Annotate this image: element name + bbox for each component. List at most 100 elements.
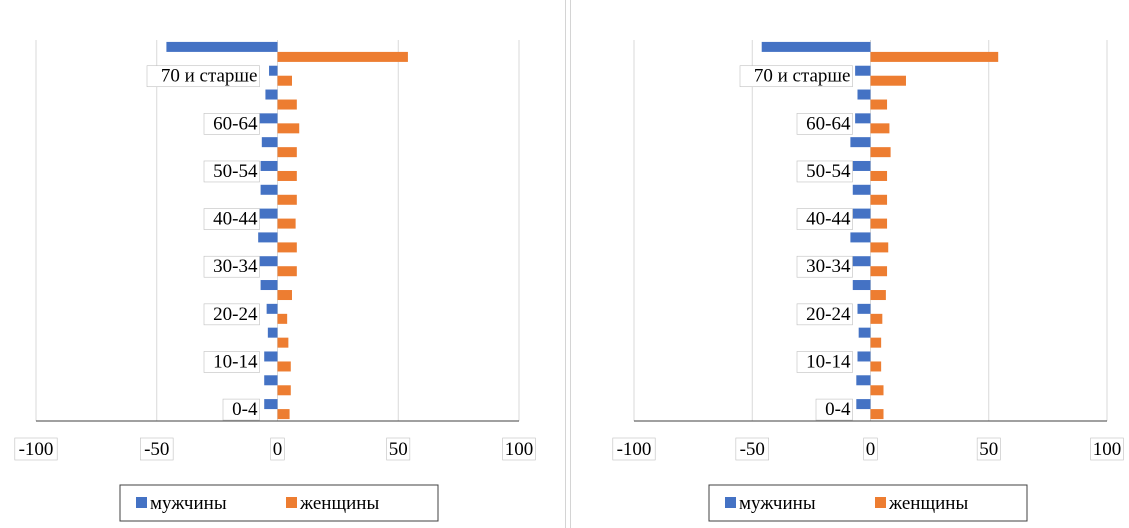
chart-1-category-label-box-0 — [815, 398, 853, 421]
chart-1-x-tick-label-2: 0 — [866, 439, 876, 460]
chart-1-category-label-4: 20-24 — [796, 303, 853, 326]
chart-1-bar-male-0 — [856, 399, 871, 410]
chart-0-category-label-0: 0-4 — [222, 398, 260, 421]
chart-0-x-tick-box-3 — [386, 437, 411, 461]
chart-1-category-label-box-10 — [796, 160, 853, 183]
chart-0-category-label-text-0: 0-4 — [232, 399, 258, 420]
chart-0-x-tick-label-1: -50 — [144, 439, 169, 460]
chart-1-legend-swatch-1 — [875, 497, 886, 508]
chart-1-bar-female-9 — [870, 194, 888, 205]
chart-0-bar-male-4 — [266, 303, 278, 314]
chart-1-category-label-text-8: 40-44 — [806, 209, 851, 230]
chart-0-bar-female-15 — [277, 51, 408, 62]
chart-1-legend: мужчины женщины — [708, 484, 1028, 522]
chart-left: 0-4 10-14 20-24 30-34 40-44 50-54 60-64 70 и ст… — [14, 40, 536, 522]
chart-0-x-tick-label-4: 100 — [505, 439, 534, 460]
chart-0-bar-female-8 — [277, 218, 296, 229]
chart-1-legend-label-1: женщины — [888, 493, 968, 514]
chart-1-x-tick-box-0 — [612, 437, 656, 461]
chart-0-bar-female-0 — [277, 409, 290, 420]
chart-0-category-label-box-10 — [203, 160, 260, 183]
chart-0-x-tick-label-2: 0 — [273, 439, 283, 460]
chart-1-category-label-6: 30-34 — [796, 255, 853, 278]
chart-1-bar-male-8 — [852, 208, 871, 219]
chart-0-bar-male-5 — [260, 280, 278, 291]
chart-1-x-tick-3: 50 — [976, 437, 1001, 461]
chart-1-bar-female-2 — [870, 361, 882, 372]
chart-1-x-tick-4: 100 — [1090, 437, 1124, 461]
chart-1-x-tick-box-1 — [735, 437, 769, 461]
chart-0-x-tick-box-1 — [140, 437, 174, 461]
chart-1-bar-female-15 — [870, 51, 999, 62]
chart-1-bar-female-14 — [870, 75, 906, 86]
chart-1-bar-female-5 — [870, 290, 886, 301]
chart-0-category-label-14: 70 и старше — [146, 65, 260, 88]
chart-0-bar-male-1 — [264, 375, 278, 386]
chart-1-bar-female-7 — [870, 242, 889, 253]
chart-1-x-tick-label-4: 100 — [1093, 439, 1122, 460]
chart-0-x-tick-label-3: 50 — [389, 439, 408, 460]
chart-1-x-tick-label-3: 50 — [979, 439, 998, 460]
chart-1-category-label-text-4: 20-24 — [806, 304, 851, 325]
chart-0-bar-female-5 — [277, 290, 292, 301]
chart-0-x-tick-1: -50 — [140, 437, 174, 461]
chart-0-x-tick-box-2 — [270, 437, 285, 461]
chart-1-category-label-box-8 — [796, 208, 853, 230]
chart-0-bar-male-6 — [256, 256, 278, 267]
chart-0-legend-label-1: женщины — [299, 493, 379, 514]
chart-0-category-label-4: 20-24 — [203, 303, 260, 326]
chart-0-category-label-box-4 — [203, 303, 260, 326]
chart-1-bar-female-13 — [870, 99, 888, 110]
chart-1-bar-male-3 — [858, 327, 871, 338]
chart-0-bar-male-10 — [260, 160, 278, 171]
chart-0-bar-male-9 — [260, 184, 278, 195]
chart-0-bar-male-14 — [269, 65, 278, 76]
chart-0-bar-male-8 — [259, 208, 278, 219]
chart-0-category-label-text-2: 10-14 — [213, 351, 258, 372]
chart-1-bar-female-4 — [870, 313, 883, 324]
chart-1-bar-male-14 — [855, 65, 871, 76]
chart-0-x-tick-2: 0 — [270, 437, 285, 461]
chart-1-category-label-box-12 — [796, 113, 853, 135]
chart-1-bar-male-13 — [857, 89, 871, 100]
chart-1-bar-male-6 — [850, 256, 871, 267]
chart-0-category-label-text-6: 30-34 — [213, 256, 258, 277]
chart-0-legend-swatch-1 — [286, 497, 297, 508]
chart-1-category-label-text-10: 50-54 — [806, 161, 851, 182]
chart-1-category-label-text-12: 60-64 — [806, 113, 851, 134]
chart-1-bar-female-6 — [870, 266, 888, 277]
chart-1-category-label-12: 60-64 — [796, 113, 853, 135]
chart-0-x-tick-box-0 — [14, 437, 58, 461]
chart-0-x-tick-label-0: -100 — [19, 439, 54, 460]
chart-1-category-label-box-6 — [796, 255, 853, 278]
chart-0-bar-male-7 — [258, 232, 278, 243]
chart-0-category-label-text-10: 50-54 — [213, 161, 258, 182]
chart-0-bar-female-3 — [277, 337, 289, 348]
chart-1-bar-female-3 — [870, 337, 882, 348]
chart-1-category-label-0: 0-4 — [815, 398, 853, 421]
chart-0-bar-male-2 — [264, 351, 278, 362]
chart-1-legend-swatch-0 — [725, 497, 736, 508]
chart-0-bar-female-12 — [277, 123, 300, 134]
chart-1-bar-male-5 — [852, 280, 871, 291]
chart-0-category-label-12: 60-64 — [203, 113, 260, 135]
chart-0-bar-female-13 — [277, 99, 297, 110]
chart-0-category-label-10: 50-54 — [203, 160, 260, 183]
chart-0-bar-male-12 — [259, 113, 278, 124]
chart-1-bar-male-7 — [850, 232, 871, 243]
chart-1-bar-male-9 — [852, 184, 871, 195]
chart-1-x-tick-box-2 — [863, 437, 878, 461]
chart-0-bar-male-13 — [265, 89, 278, 100]
chart-1-bar-male-12 — [855, 113, 871, 124]
chart-1-category-label-8: 40-44 — [796, 208, 853, 230]
chart-0-bar-male-11 — [261, 137, 278, 148]
chart-1-bar-male-4 — [857, 303, 871, 314]
chart-1-legend-label-0: мужчины — [739, 493, 816, 514]
chart-1-bar-male-10 — [852, 160, 871, 171]
chart-0-bar-female-11 — [277, 147, 297, 158]
chart-1-bar-female-10 — [870, 170, 888, 181]
chart-1-x-tick-label-0: -100 — [617, 439, 652, 460]
chart-0-x-tick-0: -100 — [14, 437, 58, 461]
chart-0-bar-female-9 — [277, 194, 297, 205]
